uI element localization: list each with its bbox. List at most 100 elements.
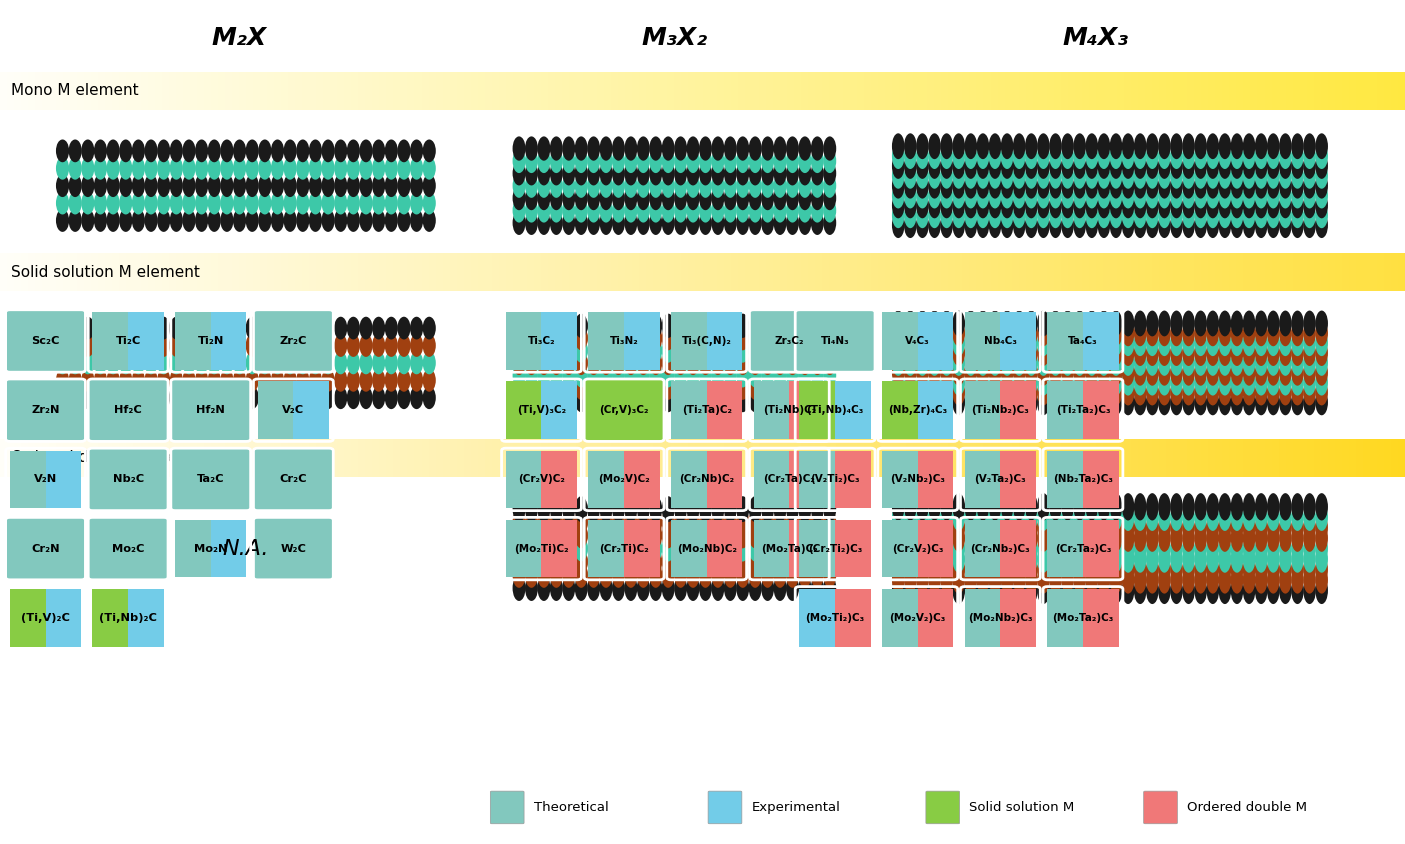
Ellipse shape [1218, 556, 1231, 583]
Bar [1033, 439, 1041, 477]
Bar [857, 72, 865, 110]
Ellipse shape [1026, 340, 1038, 366]
Bar [365, 72, 374, 110]
Ellipse shape [1146, 556, 1159, 583]
Bar [28, 439, 37, 477]
Bar [773, 253, 781, 291]
Ellipse shape [233, 139, 246, 162]
Ellipse shape [1243, 182, 1256, 208]
Ellipse shape [953, 182, 965, 208]
Bar [745, 253, 753, 291]
Text: Solid solution M element: Solid solution M element [11, 265, 200, 279]
Ellipse shape [1291, 556, 1304, 583]
Bar [1068, 72, 1076, 110]
Ellipse shape [892, 340, 905, 366]
Ellipse shape [587, 198, 600, 223]
Bar [1019, 253, 1027, 291]
Ellipse shape [940, 556, 953, 583]
Bar [1145, 439, 1154, 477]
Ellipse shape [1243, 556, 1256, 583]
Ellipse shape [1304, 182, 1316, 208]
Ellipse shape [1037, 203, 1050, 228]
Ellipse shape [1315, 143, 1328, 169]
Ellipse shape [1134, 350, 1146, 376]
Ellipse shape [892, 380, 905, 405]
Bar [917, 520, 954, 577]
Ellipse shape [1218, 153, 1231, 179]
Ellipse shape [271, 334, 284, 357]
Ellipse shape [513, 351, 525, 375]
Bar [1117, 439, 1125, 477]
Bar [808, 72, 816, 110]
Ellipse shape [1207, 163, 1220, 189]
Ellipse shape [1097, 340, 1110, 366]
Bar [323, 439, 332, 477]
Ellipse shape [1279, 143, 1291, 169]
Bar [309, 72, 318, 110]
Ellipse shape [711, 174, 725, 197]
Bar [478, 72, 486, 110]
Ellipse shape [1110, 212, 1123, 238]
Ellipse shape [1243, 321, 1256, 346]
Bar [274, 253, 282, 291]
Ellipse shape [385, 334, 398, 357]
Bar [1047, 589, 1083, 647]
Ellipse shape [1315, 360, 1328, 386]
Ellipse shape [903, 514, 916, 541]
Bar [98, 72, 107, 110]
Ellipse shape [1134, 182, 1146, 208]
Ellipse shape [1158, 321, 1170, 346]
Text: (Mo₂Nb₂)C₃: (Mo₂Nb₂)C₃ [968, 613, 1033, 623]
Ellipse shape [1097, 350, 1110, 376]
Bar [829, 72, 837, 110]
Ellipse shape [940, 576, 953, 604]
Ellipse shape [687, 376, 700, 400]
Ellipse shape [1267, 556, 1280, 583]
Ellipse shape [1026, 330, 1038, 356]
Ellipse shape [372, 192, 385, 214]
Ellipse shape [1291, 514, 1304, 541]
Ellipse shape [916, 192, 929, 219]
Ellipse shape [798, 351, 811, 375]
Ellipse shape [1037, 192, 1050, 219]
Ellipse shape [1097, 566, 1110, 593]
Ellipse shape [674, 388, 687, 412]
Ellipse shape [284, 387, 296, 409]
Ellipse shape [1110, 153, 1123, 179]
Ellipse shape [624, 522, 638, 549]
Ellipse shape [1182, 163, 1194, 189]
Ellipse shape [892, 153, 905, 179]
Bar [541, 253, 549, 291]
Ellipse shape [1255, 212, 1267, 238]
Ellipse shape [798, 198, 811, 223]
Text: W₂C: W₂C [281, 544, 306, 554]
Ellipse shape [1061, 182, 1073, 208]
Ellipse shape [600, 338, 613, 363]
Ellipse shape [132, 139, 145, 162]
Ellipse shape [1000, 311, 1013, 337]
Ellipse shape [929, 535, 941, 562]
Bar [330, 439, 339, 477]
Ellipse shape [347, 192, 360, 214]
Ellipse shape [549, 496, 563, 522]
Ellipse shape [1194, 330, 1207, 356]
Ellipse shape [94, 192, 107, 214]
Ellipse shape [525, 211, 538, 235]
Ellipse shape [1073, 203, 1086, 228]
Ellipse shape [1291, 576, 1304, 604]
Ellipse shape [284, 316, 296, 339]
Bar [330, 253, 339, 291]
Ellipse shape [724, 388, 736, 412]
Ellipse shape [1050, 311, 1062, 337]
Ellipse shape [1158, 370, 1170, 396]
Ellipse shape [538, 149, 551, 173]
Bar [330, 72, 339, 110]
Ellipse shape [662, 314, 674, 338]
Ellipse shape [69, 139, 81, 162]
Bar [450, 439, 458, 477]
Ellipse shape [1026, 153, 1038, 179]
Ellipse shape [132, 192, 145, 214]
Ellipse shape [372, 316, 385, 339]
Ellipse shape [1304, 370, 1316, 396]
Ellipse shape [916, 163, 929, 189]
